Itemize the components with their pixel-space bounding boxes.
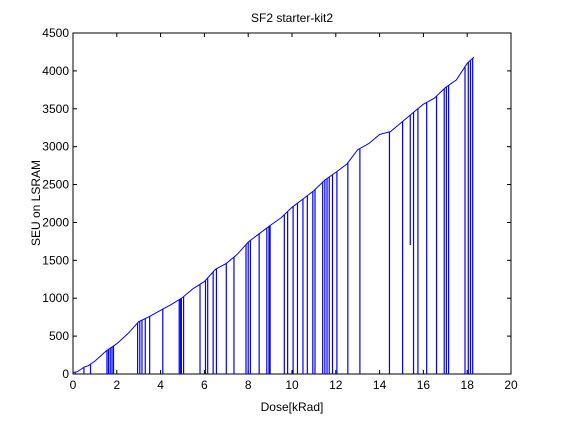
y-tick-label-4: 2000 [42,215,69,229]
y-tick-label-6: 3000 [42,140,69,154]
x-tick-label-0: 0 [70,378,77,392]
chart-title: SF2 starter-kit2 [251,11,333,25]
y-tick-label-3: 1500 [42,253,69,267]
y-tick-label-7: 3500 [42,102,69,116]
x-tick-label-8: 16 [417,378,431,392]
x-tick-label-4: 8 [245,378,252,392]
x-tick-label-6: 12 [329,378,343,392]
y-tick-label-2: 1000 [42,291,69,305]
x-tick-label-1: 2 [113,378,120,392]
y-tick-label-1: 500 [49,329,69,343]
x-tick-label-9: 18 [461,378,475,392]
y-tick-label-8: 4000 [42,64,69,78]
y-axis-label: SEU on LSRAM [29,160,43,246]
plot-area: 0 2 4 6 8 10 12 14 16 18 20 0 500 1000 1500 2000 2500 300… [42,26,518,392]
y-tick-label-9: 4500 [42,26,69,40]
axes-frame [72,32,512,375]
x-axis-label: Dose[kRad] [261,400,324,414]
x-tick-label-10: 20 [504,378,518,392]
y-tick-label-5: 2500 [42,178,69,192]
x-tick-label-7: 14 [373,378,387,392]
x-tick-label-2: 4 [157,378,164,392]
x-tick-label-5: 10 [285,378,299,392]
x-tick-label-3: 6 [201,378,208,392]
y-tick-label-0: 0 [62,367,69,381]
